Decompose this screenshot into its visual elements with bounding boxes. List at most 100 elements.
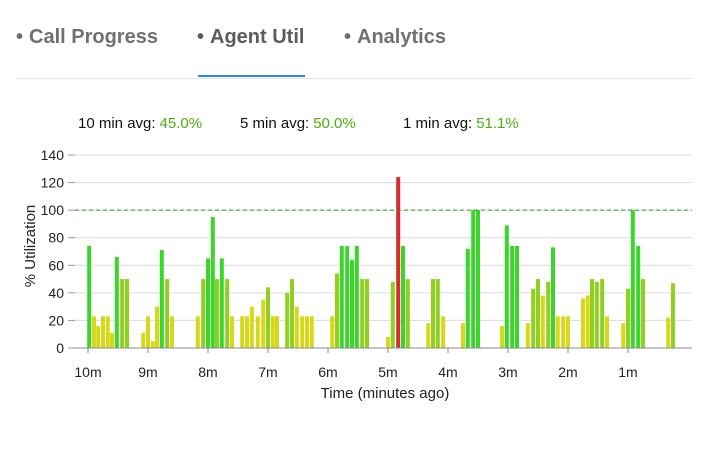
bar <box>671 283 675 348</box>
y-tick-label: 80 <box>48 230 64 246</box>
bar <box>230 316 234 348</box>
bar <box>245 316 249 348</box>
bar <box>146 316 150 348</box>
bar <box>309 316 314 348</box>
bar <box>101 316 105 348</box>
x-tick-label: 5m <box>378 364 397 380</box>
bar <box>335 273 339 348</box>
y-tick-label: 20 <box>48 312 64 328</box>
y-axis-title: % Utilization <box>22 205 39 288</box>
bar <box>435 279 440 348</box>
bar <box>294 306 299 348</box>
bar <box>261 299 266 348</box>
bar <box>339 245 344 348</box>
bar <box>465 248 470 348</box>
bar <box>365 279 369 348</box>
bar <box>240 316 245 348</box>
bar <box>345 245 350 348</box>
bar <box>405 279 410 348</box>
tab-label: Call Progress <box>29 26 158 48</box>
avg-5min: 5 min avg: 50.0% <box>240 115 356 132</box>
avg-value: 45.0% <box>159 115 203 132</box>
x-tick-label: 9m <box>138 364 157 380</box>
bar <box>275 316 279 348</box>
tab-bar: • Call Progress • Agent Util • Analytics <box>16 0 692 79</box>
bar <box>270 316 275 348</box>
bar <box>96 325 101 348</box>
x-tick-label: 1m <box>618 364 637 380</box>
bar <box>510 245 515 348</box>
bar <box>641 279 645 348</box>
bar <box>504 225 509 348</box>
bar <box>500 325 504 348</box>
bar <box>476 210 480 348</box>
x-tick-label: 4m <box>438 364 457 380</box>
bar <box>390 281 395 348</box>
bar <box>110 332 114 348</box>
y-tick-label: 60 <box>48 257 64 273</box>
bar <box>206 258 210 348</box>
avg-label: 1 min avg: <box>403 115 473 132</box>
bar <box>87 245 92 348</box>
y-tick-label: 100 <box>41 202 65 218</box>
x-tick-label: 8m <box>198 364 217 380</box>
bar <box>219 258 224 348</box>
bar <box>290 279 294 348</box>
bar <box>305 316 309 348</box>
bar <box>386 336 390 348</box>
bar <box>626 288 630 348</box>
tab-call-progress[interactable]: • Call Progress <box>16 26 158 49</box>
bar <box>360 279 365 348</box>
bar <box>585 295 590 348</box>
x-tick-label: 10m <box>74 364 101 380</box>
bar <box>159 250 164 348</box>
bar <box>285 292 290 348</box>
bar <box>636 245 641 348</box>
bar <box>426 323 431 348</box>
bar <box>566 316 570 348</box>
x-tick-label: 3m <box>498 364 517 380</box>
x-axis-title: Time (minutes ago) <box>321 385 450 402</box>
avg-value: 50.0% <box>313 115 356 132</box>
bar <box>266 287 270 348</box>
y-tick-label: 0 <box>56 340 64 356</box>
bar <box>354 245 359 348</box>
tab-label: Agent Util <box>210 26 305 48</box>
avg-value: 51.1% <box>476 115 519 132</box>
bar <box>300 316 305 348</box>
tab-bullet: • <box>16 26 24 48</box>
y-tick-label: 120 <box>41 175 65 191</box>
bar <box>350 259 354 348</box>
bar <box>396 177 401 348</box>
bar <box>590 279 594 348</box>
bar <box>461 323 465 348</box>
bar <box>330 316 335 348</box>
bar <box>114 257 119 348</box>
bar <box>225 279 230 348</box>
tab-bullet: • <box>344 26 352 48</box>
bar <box>621 323 626 348</box>
tab-agent-util[interactable]: • Agent Util <box>197 26 304 49</box>
bar <box>605 316 609 348</box>
x-tick-label: 2m <box>558 364 577 380</box>
x-axis-ticks: 10m 9m 8m 7m 6m 5m 4m 3m 2m 1m <box>74 348 638 380</box>
bar <box>441 316 446 348</box>
averages-row: 10 min avg: 45.0% 5 min avg: 50.0% 1 min a… <box>0 115 712 135</box>
tab-label: Analytics <box>357 26 446 48</box>
bar <box>249 306 254 348</box>
tab-analytics[interactable]: • Analytics <box>344 26 446 49</box>
bar <box>630 210 635 348</box>
bar <box>515 245 519 348</box>
bar <box>105 316 110 348</box>
bar <box>531 288 536 348</box>
y-tick-label: 40 <box>48 285 64 301</box>
active-tab-indicator <box>198 75 305 77</box>
bar <box>120 279 125 348</box>
bar <box>215 279 219 348</box>
bar <box>551 247 555 348</box>
y-axis-ticks: 0 20 40 60 80 100 120 140 <box>41 147 75 356</box>
bar <box>666 317 671 348</box>
bar <box>255 316 260 348</box>
bar <box>536 279 540 348</box>
